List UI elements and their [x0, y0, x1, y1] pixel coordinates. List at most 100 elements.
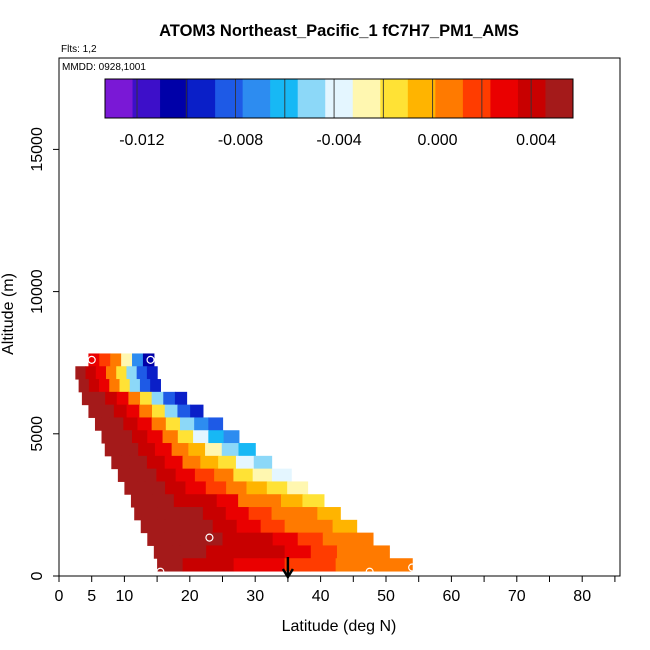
colorbar-segment	[105, 79, 134, 118]
x-tick-label: 80	[573, 588, 591, 605]
y-tick-label: 10000	[29, 269, 46, 314]
heatmap-cell	[117, 468, 138, 482]
heatmap-cell	[193, 430, 209, 444]
heatmap-cell	[317, 507, 341, 521]
heatmap-cell	[177, 404, 191, 418]
heatmap-cell	[147, 430, 164, 444]
heatmap-cell	[129, 455, 148, 470]
heatmap-cell	[212, 519, 238, 534]
heatmap-cell	[206, 545, 233, 559]
heatmap-cell	[226, 481, 248, 495]
heatmap-cell	[252, 468, 273, 482]
heatmap-cell	[200, 455, 219, 470]
colorbar-segment	[325, 79, 354, 118]
heatmap-cell	[363, 545, 390, 559]
heatmap-cell	[139, 404, 153, 418]
heatmap-cell	[116, 366, 128, 380]
heatmap-cell	[361, 558, 388, 572]
colorbar-segment	[380, 79, 409, 118]
heatmap-cell	[109, 379, 121, 393]
heatmap-cell	[188, 519, 214, 534]
heatmap-cell	[157, 507, 181, 521]
heatmap-cell	[106, 366, 117, 380]
colorbar: -0.012 -0.008 -0.004 0.000 0.004	[104, 78, 574, 149]
heatmap-cell	[152, 404, 166, 418]
heatmap-cell	[347, 532, 374, 546]
heatmap-cell	[258, 545, 286, 559]
heatmap-cell	[152, 494, 175, 508]
x-axis-label: Latitude (deg N)	[282, 618, 397, 635]
heatmap-cell	[335, 558, 362, 572]
x-tick-label: 60	[443, 588, 461, 605]
heatmap-cell	[310, 558, 337, 572]
heatmap-cell	[238, 443, 256, 457]
heatmap-cell	[78, 379, 90, 393]
sample-point	[71, 357, 80, 366]
x-tick-label: 0	[55, 588, 64, 605]
plot-area	[58, 57, 621, 580]
heatmap-cell	[194, 468, 215, 482]
heatmap-cell	[81, 391, 95, 406]
heatmap-cell	[246, 481, 268, 495]
heatmap-cell	[164, 455, 184, 470]
heatmap-cell	[99, 379, 110, 393]
heatmap-cell	[221, 443, 240, 457]
x-axis: 0 5 10 20 30 40 50 60 70 80	[55, 575, 620, 605]
heatmap-cell	[294, 507, 318, 521]
heatmap-cell	[94, 417, 110, 431]
sample-point	[365, 567, 374, 576]
y-tick-label: 0	[29, 571, 46, 580]
heatmap-cell	[248, 507, 273, 521]
flights-label: Flts: 1,2	[61, 44, 97, 55]
heatmap-cell	[146, 366, 158, 380]
heatmap-cell	[134, 507, 158, 521]
heatmap-cell	[119, 379, 131, 393]
colorbar-tick-label: 0.004	[516, 132, 556, 149]
heatmap-cell	[116, 391, 129, 406]
heatmap-cell	[88, 404, 102, 418]
heatmap-cell	[208, 430, 225, 444]
heatmap-cell	[164, 404, 179, 418]
heatmap-cell	[179, 545, 207, 559]
heatmap-cell	[225, 507, 250, 521]
heatmap-cell	[202, 507, 227, 521]
heatmap-cell	[121, 443, 139, 457]
heatmap-cell	[222, 532, 249, 546]
x-tick-label: 10	[116, 588, 134, 605]
heatmap-cell	[88, 379, 100, 393]
heatmap-cell	[105, 391, 118, 406]
heatmap-cell	[308, 519, 334, 534]
heatmap-cell	[165, 417, 181, 431]
heatmap-cell	[208, 558, 235, 572]
heatmap-cell	[140, 519, 166, 534]
heatmap-cell	[287, 481, 309, 495]
heatmap-cell	[93, 391, 106, 406]
heatmap-cell	[177, 430, 194, 444]
heatmap-cell	[284, 519, 310, 534]
heatmap-cell	[154, 443, 173, 457]
heatmap-cell	[253, 455, 273, 470]
x-tick-label: 50	[377, 588, 395, 605]
heatmap-cell	[188, 443, 206, 457]
heatmap-cell	[126, 404, 140, 418]
heatmap-cell	[216, 494, 239, 508]
colorbar-segment	[215, 79, 244, 118]
heatmap-cell	[124, 481, 146, 495]
heatmap-cell	[157, 558, 184, 572]
colorbar-frame	[104, 78, 574, 119]
colorbar-segment	[462, 79, 491, 118]
heatmap-cell	[126, 366, 138, 380]
heatmap-cell	[195, 494, 218, 508]
heatmap-cell	[129, 379, 141, 393]
heatmap-cell	[271, 468, 292, 482]
heatmap-cell	[140, 391, 153, 406]
heatmap-cell	[194, 417, 209, 431]
heatmap-cell	[132, 353, 144, 367]
heatmap-cell	[208, 417, 224, 431]
heatmap-cell	[223, 430, 240, 444]
heatmap-cell	[232, 545, 260, 559]
x-tick-label: 70	[508, 588, 526, 605]
sample-point	[87, 355, 96, 364]
heatmap-cell	[95, 366, 107, 380]
